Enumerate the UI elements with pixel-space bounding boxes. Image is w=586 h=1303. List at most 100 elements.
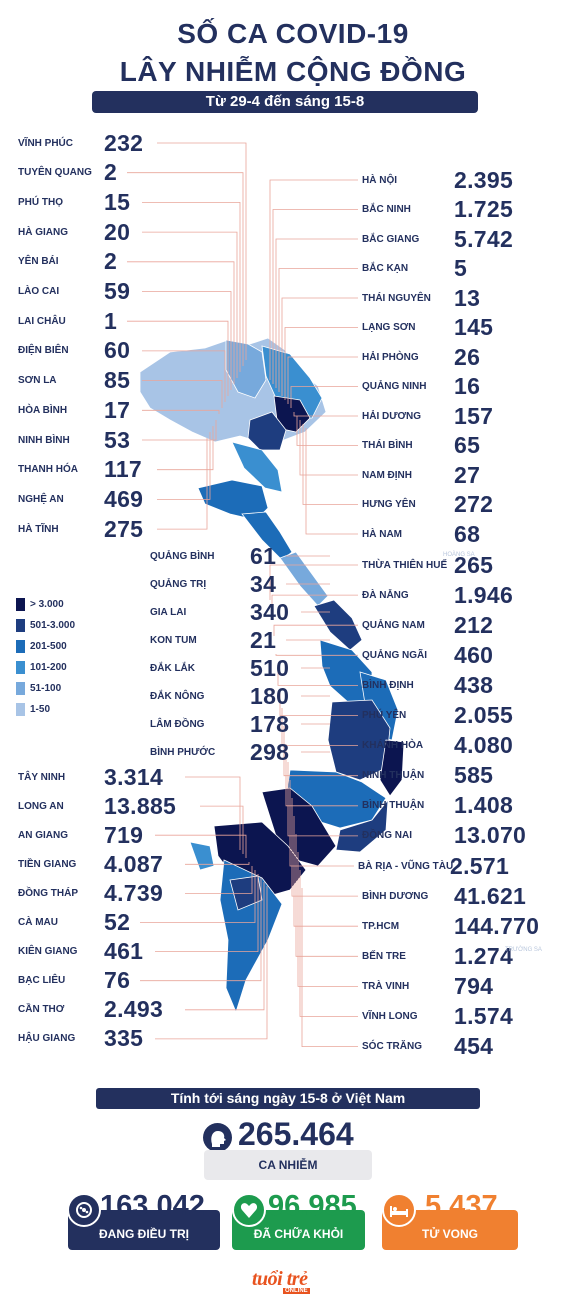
connector-right-21 (285, 744, 358, 807)
province-name: LẠNG SƠN (362, 322, 416, 333)
connector-lowerleft-2 (155, 834, 247, 858)
map-region-thanh-hoa (231, 441, 283, 493)
connector-lowerleft-3 (185, 862, 250, 865)
connector-right-4 (281, 297, 358, 396)
province-row-thai-binh: THÁI BÌNH 65 (362, 432, 480, 459)
province-row-hau-giang: HẬU GIANG 335 (18, 1025, 143, 1052)
province-value: 585 (454, 762, 494, 789)
province-value: 1.574 (454, 1003, 514, 1029)
connector-left-8 (142, 380, 223, 408)
province-value: 144.770 (454, 912, 540, 939)
province-name: BÌNH DƯƠNG (362, 890, 429, 902)
province-row-an-giang: AN GIANG 719 (18, 822, 143, 848)
connector-left-13 (157, 438, 208, 530)
province-value: 2.395 (454, 166, 514, 193)
province-name: LÂM ĐỒNG (150, 718, 205, 730)
connector-right-18 (279, 690, 358, 716)
connector-right-14 (271, 594, 358, 618)
legend-item: > 3.000 (16, 594, 75, 615)
province-name: NAM ĐỊNH (362, 469, 412, 481)
treating-value: 163.042 (100, 1190, 205, 1222)
province-value: 15 (104, 188, 131, 215)
province-row-vinh-phuc: VĨNH PHÚC 232 (18, 130, 143, 156)
connector-right-15 (273, 624, 358, 636)
legend-label: 201-500 (30, 641, 67, 652)
connector-right-1 (272, 209, 358, 384)
province-value: 1.725 (454, 196, 514, 222)
legend-swatch (16, 682, 25, 695)
map-region-binh-thuan (335, 798, 389, 853)
province-row-dak-nong: ĐẮK NÔNG 180 (150, 683, 289, 709)
province-name: TUYÊN QUANG (18, 167, 92, 179)
province-name: ĐỒNG NAI (362, 830, 412, 842)
connector-right-3 (278, 268, 358, 392)
province-row-dong-thap: ĐỒNG THÁP 4.739 (18, 880, 163, 906)
province-row-dak-lak: ĐẮK LẮK 510 (150, 655, 289, 681)
province-row-ha-nam: HÀ NAM 68 (362, 521, 480, 547)
province-value: 340 (250, 598, 290, 625)
province-name: KON TUM (150, 634, 197, 646)
deaths-value: 5.437 (425, 1190, 498, 1222)
province-row-bac-lieu: BẠC LIÊU 76 (18, 967, 131, 994)
virus-icon (67, 1193, 101, 1227)
province-name: HÀ TĨNH (18, 523, 59, 535)
province-name: QUẢNG BÌNH (150, 550, 215, 562)
province-name: THANH HÓA (18, 464, 78, 476)
connector-right-23 (289, 780, 354, 867)
period-banner: Từ 29-4 đến sáng 15-8 (92, 91, 478, 113)
connector-left-10 (142, 420, 217, 441)
province-row-lam-dong: LÂM ĐỒNG 178 (150, 711, 289, 737)
legend-label: 501-3.000 (30, 620, 76, 631)
province-value: 2.493 (104, 996, 164, 1023)
connector-right-29 (301, 888, 358, 1047)
province-value: 76 (104, 967, 131, 994)
province-row-lai-chau: LAI CHÂU 1 (18, 308, 117, 334)
connector-lowerleft-4 (185, 866, 253, 894)
province-row-ha-giang: HÀ GIANG 20 (18, 219, 130, 245)
heart-icon (232, 1193, 266, 1227)
watermark-truong-sa: TRƯỜNG SA (505, 947, 542, 953)
province-row-tuyen-quang: TUYÊN QUANG 2 (18, 159, 117, 186)
province-name: CẦN THƠ (18, 1004, 65, 1016)
province-name: SƠN LA (18, 375, 57, 387)
map-region-ha-noi (247, 411, 287, 451)
province-row-tien-giang: TIỀN GIANG 4.087 (18, 851, 163, 877)
province-name: HÀ GIANG (18, 226, 68, 238)
province-name: BÀ RỊA - VŨNG TÀU (358, 860, 454, 872)
province-value: 157 (454, 402, 494, 429)
province-name: HÀ NỘI (362, 174, 397, 186)
province-value: 794 (454, 972, 494, 999)
province-row-quang-tri: QUẢNG TRỊ 34 (150, 571, 276, 597)
province-name: LÀO CAI (18, 286, 60, 297)
connector-left-2 (142, 201, 241, 372)
connector-left-7 (142, 350, 226, 402)
connector-right-2 (275, 238, 358, 388)
province-value: 41.621 (454, 882, 527, 909)
connector-left-1 (127, 172, 244, 366)
province-name: AN GIANG (18, 829, 68, 841)
connector-left-12 (157, 432, 211, 500)
connector-left-4 (127, 261, 235, 384)
province-row-quang-ngai: QUẢNG NGÃI 460 (362, 642, 493, 668)
connector-lowerleft-6 (155, 874, 259, 952)
province-value: 1.946 (454, 581, 514, 608)
province-value: 510 (250, 654, 290, 681)
province-value: 180 (250, 682, 290, 709)
province-value: 438 (454, 671, 494, 698)
province-value: 60 (104, 337, 131, 364)
province-name: KIÊN GIANG (18, 946, 78, 958)
province-name: NGHỆ AN (18, 493, 64, 505)
province-value: 4.087 (104, 850, 164, 877)
province-row-vinh-long: VĨNH LONG 1.574 (362, 1003, 514, 1030)
legend-swatch (16, 619, 25, 632)
province-row-kon-tum: KON TUM 21 (150, 627, 276, 653)
province-value: 2.055 (454, 702, 514, 728)
province-name: ĐIỆN BIÊN (18, 345, 69, 357)
province-value: 52 (104, 909, 131, 935)
province-name: QUẢNG NAM (362, 619, 425, 631)
province-row-tay-ninh: TÂY NINH 3.314 (18, 764, 163, 790)
province-row-binh-phuoc: BÌNH PHƯỚC 298 (150, 739, 289, 765)
province-name: HÒA BÌNH (18, 404, 68, 416)
province-value: 2.571 (450, 852, 510, 879)
